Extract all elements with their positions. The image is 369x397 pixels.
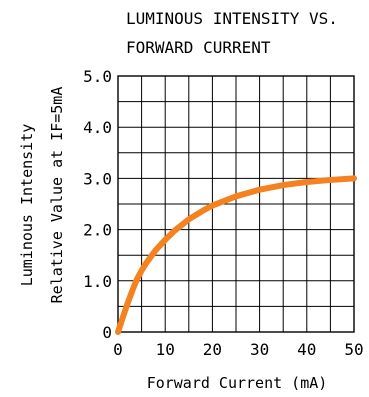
y-tick-label: 2.0: [83, 221, 112, 240]
x-tick-label: 10: [156, 340, 175, 359]
series-line: [115, 175, 357, 335]
x-axis-label: Forward Current (mA): [147, 374, 328, 392]
y-tick-label: 5.0: [83, 67, 112, 86]
chart-title-line-1: LUMINOUS INTENSITY VS.: [126, 9, 338, 28]
x-tick-label: 0: [113, 340, 123, 359]
x-tick-label: 50: [344, 340, 363, 359]
y-tick-label: 4.0: [83, 118, 112, 137]
x-tick-label: 20: [203, 340, 222, 359]
y-tick-labels: 0 1.0 2.0 3.0 4.0 5.0: [83, 67, 112, 342]
x-tick-label: 30: [250, 340, 269, 359]
grid: [118, 76, 354, 332]
y-axis-label-line-2: Relative Value at IF=5mA: [48, 87, 66, 304]
plot-frame: [117, 75, 355, 333]
y-tick-label: 0: [102, 323, 112, 342]
x-tick-label: 40: [297, 340, 316, 359]
y-tick-label: 1.0: [83, 272, 112, 291]
y-tick-label: 3.0: [83, 169, 112, 188]
chart-title-line-2: FORWARD CURRENT: [126, 38, 271, 57]
data-series: [115, 175, 357, 335]
y-axis-label-line-1: Luminous Intensity: [18, 124, 36, 287]
x-tick-labels: 0 10 20 30 40 50: [113, 340, 363, 359]
